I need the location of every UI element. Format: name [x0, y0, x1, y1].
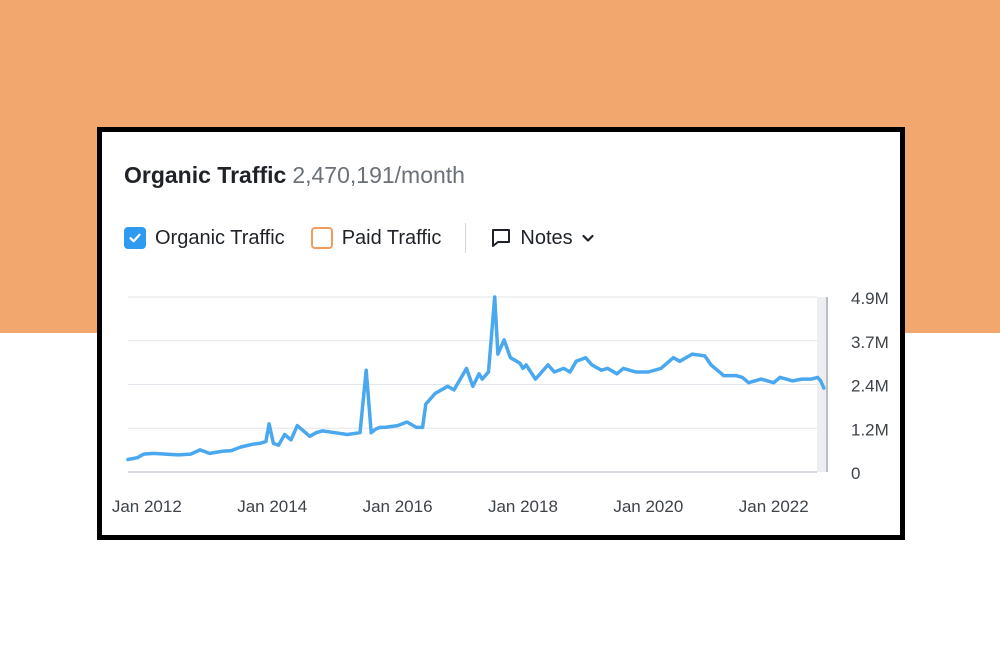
check-icon [129, 233, 141, 243]
y-tick-label: 3.7M [851, 333, 889, 352]
y-tick-label: 4.9M [851, 289, 889, 308]
x-tick-label: Jan 2018 [488, 497, 558, 516]
organic-traffic-checkbox[interactable] [124, 227, 146, 249]
card-header: Organic Traffic 2,470,191/month [124, 162, 465, 189]
x-tick-label: Jan 2012 [112, 497, 182, 516]
y-tick-label: 1.2M [851, 420, 889, 439]
y-tick-label: 2.4M [851, 377, 889, 396]
legend-divider [465, 223, 467, 253]
notes-label: Notes [520, 226, 573, 249]
chevron-down-icon [581, 231, 595, 245]
series-line-organic-traffic [126, 295, 826, 462]
speech-bubble-icon [492, 229, 511, 247]
notes-dropdown[interactable]: Notes [490, 227, 594, 250]
organic-traffic-label: Organic Traffic [155, 226, 285, 249]
traffic-value: 2,470,191/month [292, 162, 465, 188]
organic-traffic-card: Organic Traffic 2,470,191/month Organic T… [97, 127, 905, 540]
y-tick-label: 0 [851, 464, 860, 483]
paid-traffic-checkbox[interactable] [310, 227, 333, 249]
x-tick-label: Jan 2016 [363, 497, 433, 516]
card-title: Organic Traffic [124, 162, 287, 188]
legend-organic-traffic[interactable]: Organic Traffic [124, 227, 285, 250]
legend-paid-traffic[interactable]: Paid Traffic [310, 226, 442, 250]
x-tick-label: Jan 2020 [613, 497, 683, 516]
legend: Organic Traffic Paid Traffic Notes [124, 223, 595, 253]
traffic-chart: 0 1.2M 2.4M 3.7M 4.9M Jan 2012 Jan 2014 Jan 201… [112, 289, 889, 516]
paid-traffic-label: Paid Traffic [341, 226, 442, 249]
x-tick-label: Jan 2014 [237, 497, 307, 516]
x-tick-label: Jan 2022 [739, 497, 809, 516]
